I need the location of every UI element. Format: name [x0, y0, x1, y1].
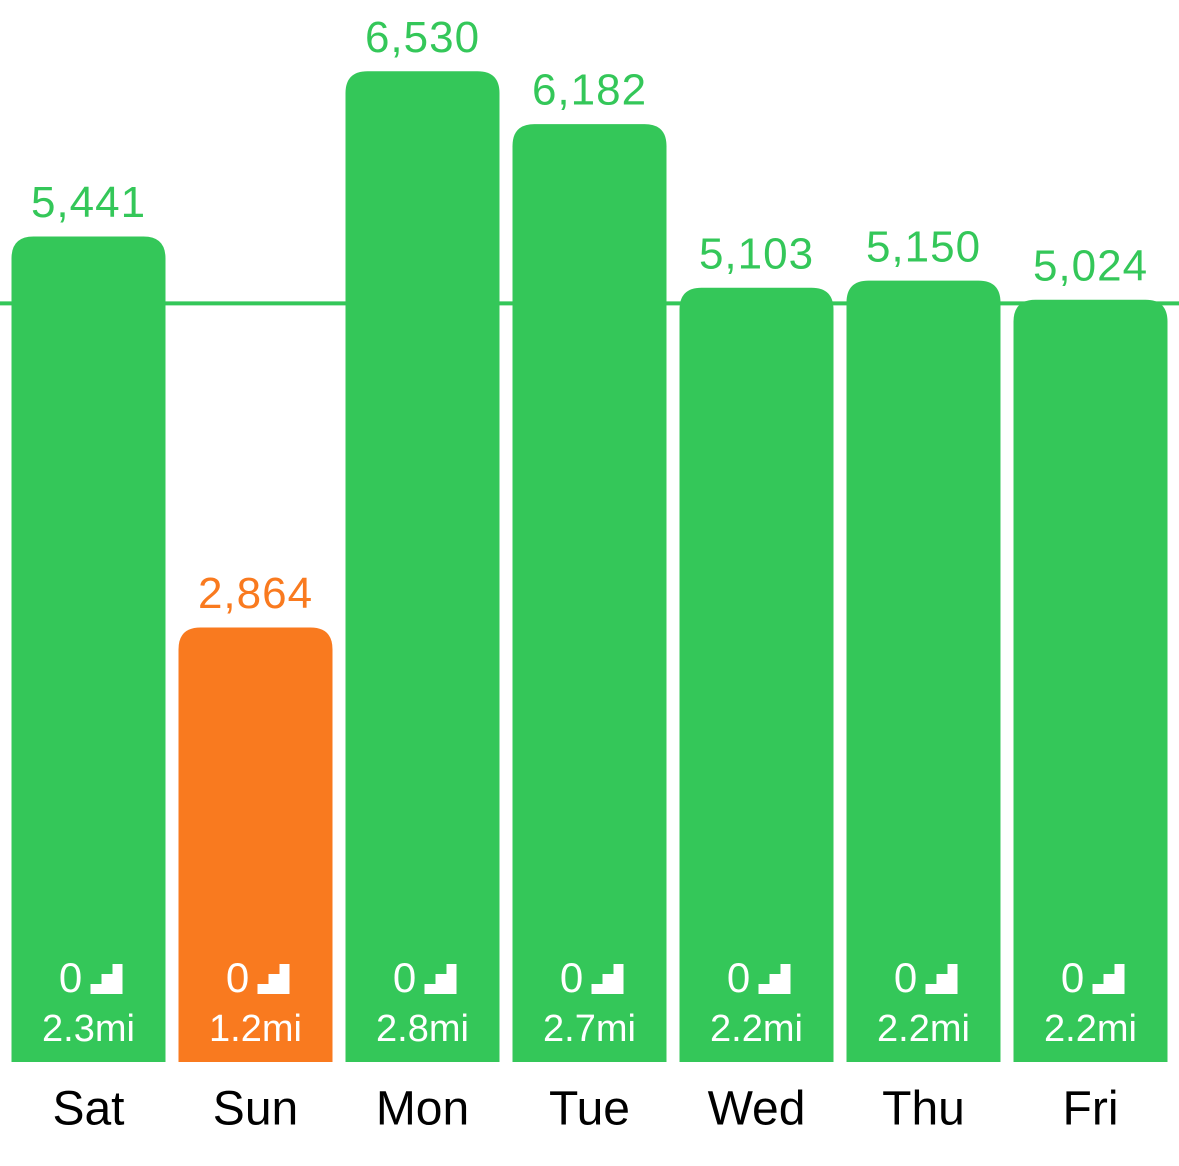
- stairs-icon: [424, 964, 457, 994]
- stairs-icon: [591, 964, 624, 994]
- bar: [1013, 299, 1168, 1062]
- value-label: 6,182: [532, 66, 647, 115]
- x-tick-label: Thu: [882, 1083, 965, 1136]
- distance-label: 1.2mi: [209, 1008, 302, 1050]
- distance-label: 2.8mi: [376, 1008, 469, 1050]
- x-tick-label: Tue: [549, 1083, 630, 1136]
- stairs-icon: [90, 964, 123, 994]
- x-tick-label: Fri: [1063, 1083, 1119, 1136]
- x-tick-label: Sat: [52, 1083, 124, 1136]
- value-label: 5,103: [699, 229, 814, 278]
- floors-count: 0: [560, 954, 583, 1001]
- floors-count: 0: [393, 954, 416, 1001]
- value-label: 2,864: [198, 569, 313, 618]
- distance-label: 2.2mi: [877, 1008, 970, 1050]
- x-tick-label: Sun: [213, 1083, 298, 1136]
- value-label: 5,024: [1033, 241, 1148, 290]
- bar: [512, 124, 667, 1062]
- x-tick-label: Mon: [376, 1083, 469, 1136]
- stairs-icon: [758, 964, 791, 994]
- distance-label: 2.2mi: [710, 1008, 803, 1050]
- value-label: 6,530: [365, 13, 480, 62]
- floors-count: 0: [226, 954, 249, 1001]
- stairs-icon: [1092, 964, 1125, 994]
- value-label: 5,150: [866, 222, 981, 271]
- distance-label: 2.7mi: [543, 1008, 636, 1050]
- stairs-icon: [257, 964, 290, 994]
- bar: [345, 71, 500, 1062]
- floors-count: 0: [59, 954, 82, 1001]
- distance-label: 2.3mi: [42, 1008, 135, 1050]
- distance-label: 2.2mi: [1044, 1008, 1137, 1050]
- floors-count: 0: [894, 954, 917, 1001]
- floors-count: 0: [1061, 954, 1084, 1001]
- floors-count: 0: [727, 954, 750, 1001]
- stairs-icon: [925, 964, 958, 994]
- x-tick-label: Wed: [708, 1083, 806, 1136]
- bar: [178, 627, 333, 1062]
- bar: [679, 287, 834, 1062]
- value-label: 5,441: [31, 178, 146, 227]
- bar: [846, 280, 1001, 1063]
- bar: [11, 236, 166, 1062]
